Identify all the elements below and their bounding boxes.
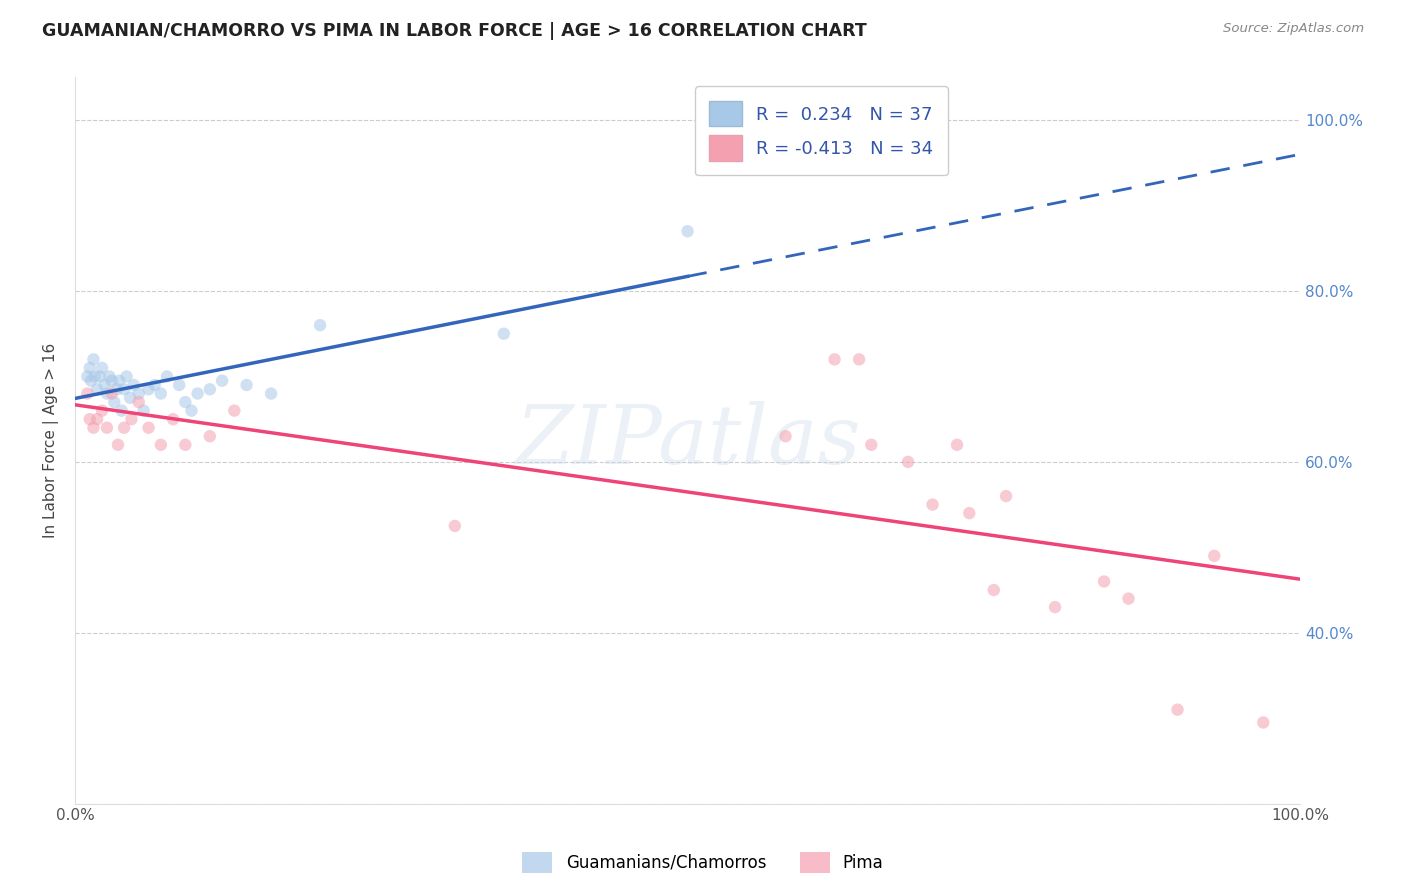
- Point: [86, 382, 108, 396]
- Point: [676, 224, 699, 238]
- Point: [79, 360, 101, 375]
- Point: [946, 438, 969, 452]
- Point: [848, 352, 870, 367]
- Point: [107, 438, 129, 452]
- Point: [156, 369, 179, 384]
- Point: [897, 455, 920, 469]
- Point: [138, 421, 160, 435]
- Point: [1043, 600, 1066, 615]
- Point: [91, 360, 114, 375]
- Point: [101, 374, 124, 388]
- Point: [174, 395, 197, 409]
- Point: [105, 382, 128, 396]
- Text: ZIPatlas: ZIPatlas: [515, 401, 860, 481]
- Point: [83, 369, 105, 384]
- Point: [260, 386, 283, 401]
- Point: [167, 378, 190, 392]
- Point: [198, 382, 221, 396]
- Legend: R =  0.234   N = 37, R = -0.413   N = 34: R = 0.234 N = 37, R = -0.413 N = 34: [695, 87, 948, 176]
- Point: [860, 438, 883, 452]
- Point: [143, 378, 166, 392]
- Point: [86, 412, 108, 426]
- Point: [79, 412, 101, 426]
- Text: Source: ZipAtlas.com: Source: ZipAtlas.com: [1223, 22, 1364, 36]
- Point: [149, 438, 172, 452]
- Point: [921, 498, 943, 512]
- Point: [112, 382, 135, 396]
- Point: [98, 369, 121, 384]
- Point: [93, 378, 115, 392]
- Y-axis label: In Labor Force | Age > 16: In Labor Force | Age > 16: [44, 343, 59, 538]
- Point: [120, 391, 142, 405]
- Point: [138, 382, 160, 396]
- Point: [198, 429, 221, 443]
- Point: [96, 421, 118, 435]
- Point: [180, 403, 202, 417]
- Point: [122, 378, 145, 392]
- Point: [1092, 574, 1115, 589]
- Point: [443, 519, 465, 533]
- Point: [1204, 549, 1226, 563]
- Point: [91, 403, 114, 417]
- Point: [983, 582, 1005, 597]
- Point: [76, 386, 98, 401]
- Point: [120, 412, 142, 426]
- Point: [1118, 591, 1140, 606]
- Point: [128, 386, 150, 401]
- Point: [957, 506, 980, 520]
- Point: [111, 403, 134, 417]
- Point: [235, 378, 257, 392]
- Point: [76, 369, 98, 384]
- Point: [149, 386, 172, 401]
- Point: [103, 395, 125, 409]
- Point: [309, 318, 332, 333]
- Point: [96, 386, 118, 401]
- Point: [115, 369, 138, 384]
- Point: [1167, 703, 1189, 717]
- Point: [1251, 715, 1274, 730]
- Point: [162, 412, 184, 426]
- Point: [824, 352, 846, 367]
- Point: [128, 395, 150, 409]
- Point: [80, 374, 103, 388]
- Point: [89, 369, 111, 384]
- Point: [101, 386, 124, 401]
- Point: [108, 374, 131, 388]
- Point: [492, 326, 515, 341]
- Point: [211, 374, 233, 388]
- Point: [82, 352, 104, 367]
- Point: [132, 403, 155, 417]
- Point: [224, 403, 246, 417]
- Point: [82, 421, 104, 435]
- Point: [112, 421, 135, 435]
- Text: GUAMANIAN/CHAMORRO VS PIMA IN LABOR FORCE | AGE > 16 CORRELATION CHART: GUAMANIAN/CHAMORRO VS PIMA IN LABOR FORC…: [42, 22, 868, 40]
- Point: [995, 489, 1018, 503]
- Point: [174, 438, 197, 452]
- Point: [187, 386, 209, 401]
- Point: [775, 429, 797, 443]
- Legend: Guamanians/Chamorros, Pima: Guamanians/Chamorros, Pima: [516, 846, 890, 880]
